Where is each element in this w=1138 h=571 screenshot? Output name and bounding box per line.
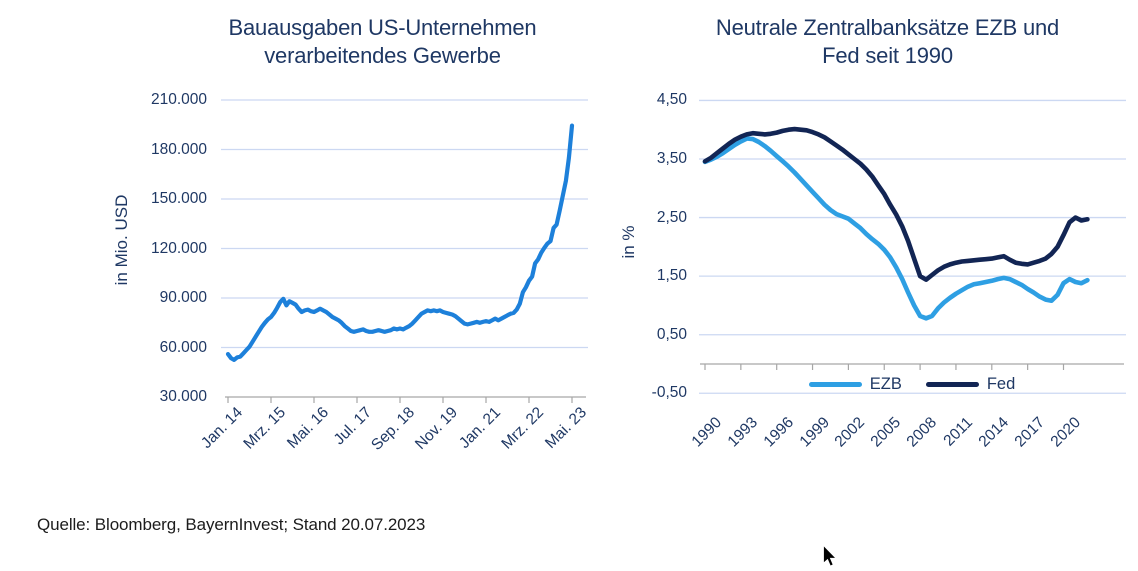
legend-label-ezb: EZB	[869, 375, 902, 393]
legend-item-fed: Fed	[925, 375, 1016, 393]
right-y-axis-title: in %	[619, 225, 638, 259]
legend-item-ezb: EZB	[808, 375, 902, 393]
left-chart-title-line2: verarbeitendes Gewerbe	[264, 43, 501, 68]
construction-spending-line	[225, 123, 575, 362]
right-chart-title-line2: Fed seit 1990	[822, 43, 953, 68]
left-chart-title: Bauausgaben US-Unternehmen verarbeitende…	[210, 14, 555, 70]
legend-label-fed: Fed	[986, 375, 1016, 393]
legend: EZB Fed	[700, 373, 1124, 395]
mouse-cursor-icon	[823, 545, 838, 568]
fed-line-swatch-icon	[925, 381, 979, 387]
ezb-line	[702, 136, 1090, 321]
source-note: Quelle: Bloomberg, BayernInvest; Stand 2…	[37, 515, 426, 534]
left-chart-title-line1: Bauausgaben US-Unternehmen	[228, 15, 537, 40]
ezb-line-swatch-icon	[808, 381, 862, 387]
fed-line	[702, 126, 1090, 283]
left-y-axis-title: in Mio. USD	[112, 194, 131, 286]
right-chart-title: Neutrale Zentralbanksätze EZB und Fed se…	[700, 14, 1075, 70]
right-chart-title-line1: Neutrale Zentralbanksätze EZB und	[715, 15, 1060, 40]
